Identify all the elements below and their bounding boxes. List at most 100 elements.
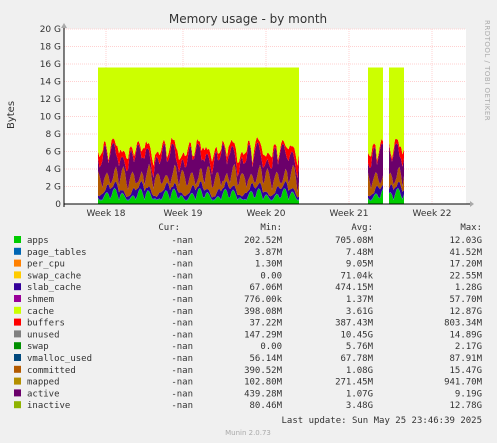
legend-swatch-active (14, 389, 21, 397)
legend-cur-inactive: -nan (171, 401, 193, 411)
legend-cur-committed: -nan (171, 366, 193, 376)
legend-swatch-shmem (14, 295, 21, 302)
legend-max-apps: 12.03G (449, 236, 482, 246)
legend-min-swap: 0.00 (260, 342, 282, 352)
legend-swatch-vmalloc_used (14, 354, 21, 361)
area-active (98, 142, 299, 193)
legend-avg-active: 1.07G (346, 389, 373, 399)
legend-min-vmalloc_used: 56.14M (249, 354, 282, 364)
legend-name-apps: apps (27, 236, 49, 246)
legend-name-swap_cache: swap_cache (27, 271, 81, 281)
area-buffers (389, 139, 404, 167)
y-tick-label: 10 G (40, 113, 61, 123)
area-committed (368, 172, 383, 197)
legend-avg-slab_cache: 474.15M (335, 283, 374, 293)
legend-swatch-per_cpu (14, 259, 21, 267)
legend-name-buffers: buffers (27, 319, 65, 329)
area-active (389, 143, 404, 187)
legend-min-swap_cache: 0.00 (260, 271, 282, 281)
y-tick-label: 8 G (45, 130, 61, 140)
area-page_tables (368, 188, 383, 201)
legend-max-inactive: 12.78G (449, 401, 482, 411)
legend-name-unused: unused (27, 330, 60, 340)
legend-avg-mapped: 271.45M (335, 378, 374, 388)
legend-avg-buffers: 387.43M (335, 319, 374, 329)
legend-min-committed: 390.52M (244, 366, 283, 376)
legend-header-max: Max: (460, 223, 482, 233)
legend-min-apps: 202.52M (244, 236, 283, 246)
y-tick-label: 12 G (40, 95, 61, 105)
legend-max-slab_cache: 1.28G (455, 283, 482, 293)
legend-max-committed: 15.47G (449, 366, 482, 376)
area-cache (98, 67, 299, 166)
y-axis-ticks: 0 2 G 4 G 6 G 8 G 10 G 12 G 14 G 16 G 18 G 20 G (40, 25, 62, 210)
y-tick-label: 14 G (40, 78, 61, 88)
legend-max-buffers: 803.34M (444, 319, 483, 329)
legend-avg-page_tables: 7.48M (346, 248, 374, 258)
legend-name-vmalloc_used: vmalloc_used (27, 354, 92, 364)
x-tick-label: Week 22 (413, 209, 452, 219)
legend-max-active: 9.19G (455, 389, 482, 399)
y-tick-label: 6 G (45, 148, 61, 158)
legend-cur-cache: -nan (171, 307, 193, 317)
x-axis-arrow (470, 201, 474, 207)
area-buffers (98, 136, 299, 179)
legend-max-unused: 14.89G (449, 330, 482, 340)
legend-min-inactive: 80.46M (249, 401, 282, 411)
area-page_tables (389, 187, 404, 201)
x-tick-label: Week 18 (87, 209, 126, 219)
area-cache (368, 67, 383, 161)
legend-swatch-buffers (14, 318, 21, 326)
area-committed (389, 166, 404, 192)
legend-min-per_cpu: 1.30M (255, 260, 283, 270)
area-apps (389, 188, 404, 204)
rrdtool-credit: RRDTOOL / TOBI OETIKER (483, 20, 491, 121)
legend-avg-swap: 5.76M (346, 342, 374, 352)
area-cache (389, 67, 404, 159)
legend-name-slab_cache: slab_cache (27, 283, 81, 293)
legend-name-per_cpu: per_cpu (27, 260, 65, 270)
x-tick-label: Week 20 (247, 209, 286, 219)
legend-name-swap: swap (27, 342, 49, 352)
legend-swatch-cache (14, 306, 21, 314)
legend-swatch-page_tables (14, 247, 21, 255)
legend-min-unused: 147.29M (244, 330, 283, 340)
legend-cur-slab_cache: -nan (171, 283, 193, 293)
legend-name-page_tables: page_tables (27, 248, 87, 258)
area-slab_cache (368, 184, 383, 200)
legend-cur-swap: -nan (171, 342, 193, 352)
legend-max-swap: 2.17G (455, 342, 482, 352)
legend-min-buffers: 37.22M (249, 319, 282, 329)
area-committed (98, 163, 299, 198)
legend-swatch-swap (14, 342, 21, 350)
y-axis-arrow (61, 23, 67, 28)
legend-min-mapped: 102.80M (244, 378, 283, 388)
legend-max-vmalloc_used: 87.91M (449, 354, 482, 364)
area-active (368, 143, 383, 189)
legend-name-cache: cache (27, 307, 54, 317)
legend-avg-committed: 1.08G (346, 366, 373, 376)
legend-swatch-mapped (14, 377, 21, 385)
legend-max-cache: 12.87G (449, 307, 482, 317)
legend-avg-inactive: 3.48G (346, 401, 373, 411)
legend-avg-swap_cache: 71.04k (340, 271, 373, 281)
y-tick-label: 2 G (45, 183, 61, 193)
area-slab_cache (389, 181, 404, 200)
legend-cur-page_tables: -nan (171, 248, 193, 258)
legend-cur-apps: -nan (171, 236, 193, 246)
area-apps (368, 188, 383, 204)
area-slab_cache (98, 180, 299, 200)
legend-swatch-inactive (14, 401, 21, 409)
chart-title: Memory usage - by month (169, 12, 327, 26)
legend-avg-cache: 3.61G (346, 307, 373, 317)
legend-cur-unused: -nan (171, 330, 193, 340)
y-tick-label: 20 G (40, 25, 61, 35)
legend-header-min: Min: (260, 223, 282, 233)
legend-max-shmem: 57.70M (449, 295, 482, 305)
legend-cur-swap_cache: -nan (171, 271, 193, 281)
legend-avg-per_cpu: 9.05M (346, 260, 374, 270)
legend-min-shmem: 776.00k (244, 295, 283, 305)
legend-cur-active: -nan (171, 389, 193, 399)
stacked-areas (98, 67, 404, 204)
y-axis-label: Bytes (6, 101, 17, 129)
